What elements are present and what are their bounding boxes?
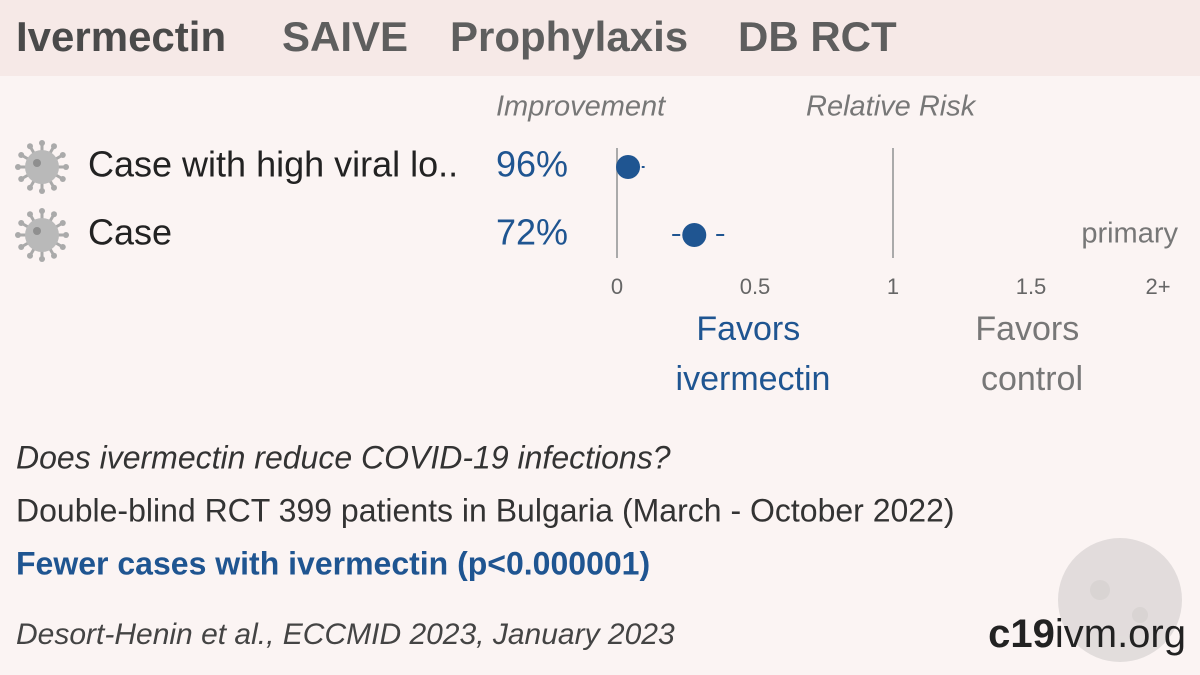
virus-spike-tip [51,211,57,218]
favors-left: Favors ivermectin [676,310,831,398]
virus-spike-tip [18,220,25,226]
virus-spike-tip [51,252,57,259]
virus-spike-tip [27,252,33,259]
favors-right: Favors control [975,310,1088,398]
row-label: Case [88,212,172,253]
virus-spot [1132,607,1148,623]
virus-spike-tip [63,164,69,170]
favors-line: Favors [696,310,800,348]
title-part: SAIVE [282,13,408,60]
virus-spike-tip [39,188,45,194]
virus-decoration [1058,538,1182,662]
virus-spike-tip [27,184,33,191]
virus-spike-tip [15,232,21,238]
virus-icon [15,208,69,262]
virus-body [1058,538,1182,662]
virus-spot [1090,580,1110,600]
brand: c19ivm.org [988,612,1186,656]
x-tick-label: 2+ [1145,274,1170,299]
x-tick-label: 1 [887,274,899,299]
virus-spike-tip [18,244,25,250]
virus-spike-tip [63,232,69,238]
virus-spike-tip [59,244,66,250]
title-bar [0,0,1200,76]
virus-spot [33,159,41,167]
favors-line: control [981,360,1083,398]
point-estimate [616,155,641,179]
virus-body [25,218,59,252]
annotation: primary [1081,218,1178,250]
virus-spike-tip [15,164,21,170]
title: Ivermectin SAIVE Prophylaxis DB RCT [16,13,897,60]
improvement-label: 72% [496,212,568,253]
virus-spike-tip [59,152,66,158]
virus-spike-tip [39,140,45,146]
virus-spike-tip [27,143,33,150]
virus-spot [33,227,41,235]
virus-body [25,150,59,184]
title-part: Prophylaxis [450,13,688,60]
description: Double-blind RCT 399 patients in Bulgari… [16,492,955,528]
virus-spike-tip [18,176,25,182]
x-tick-label: 1.5 [1016,274,1047,299]
virus-spike-tip [51,184,57,191]
question: Does ivermectin reduce COVID-19 infectio… [16,439,671,475]
citation: Desort-Henin et al., ECCMID 2023, Januar… [16,618,675,651]
column-title: Relative Risk [806,91,977,123]
favors-line: ivermectin [676,360,831,398]
conclusion: Fewer cases with ivermectin (p<0.000001) [16,545,650,581]
row-label: Case with high viral lo.. [88,144,458,185]
virus-spike-tip [59,176,66,182]
virus-spike-tip [27,211,33,218]
title-part: Ivermectin [16,13,226,60]
virus-spike-tip [59,220,66,226]
virus-spike-tip [39,256,45,262]
point-estimate [682,223,707,247]
virus-spike-tip [18,152,25,158]
virus-spike-tip [39,208,45,214]
x-tick-label: 0 [611,274,623,299]
improvement-label: 96% [496,144,568,185]
x-tick-label: 0.5 [740,274,771,299]
title-part: DB RCT [738,13,897,60]
virus-spike-tip [51,143,57,150]
column-title: Improvement [496,91,667,123]
virus-icon [15,140,69,194]
brand-part: ivm.org [1055,612,1186,656]
favors-line: Favors [975,310,1079,348]
brand-part: c19 [988,612,1055,656]
